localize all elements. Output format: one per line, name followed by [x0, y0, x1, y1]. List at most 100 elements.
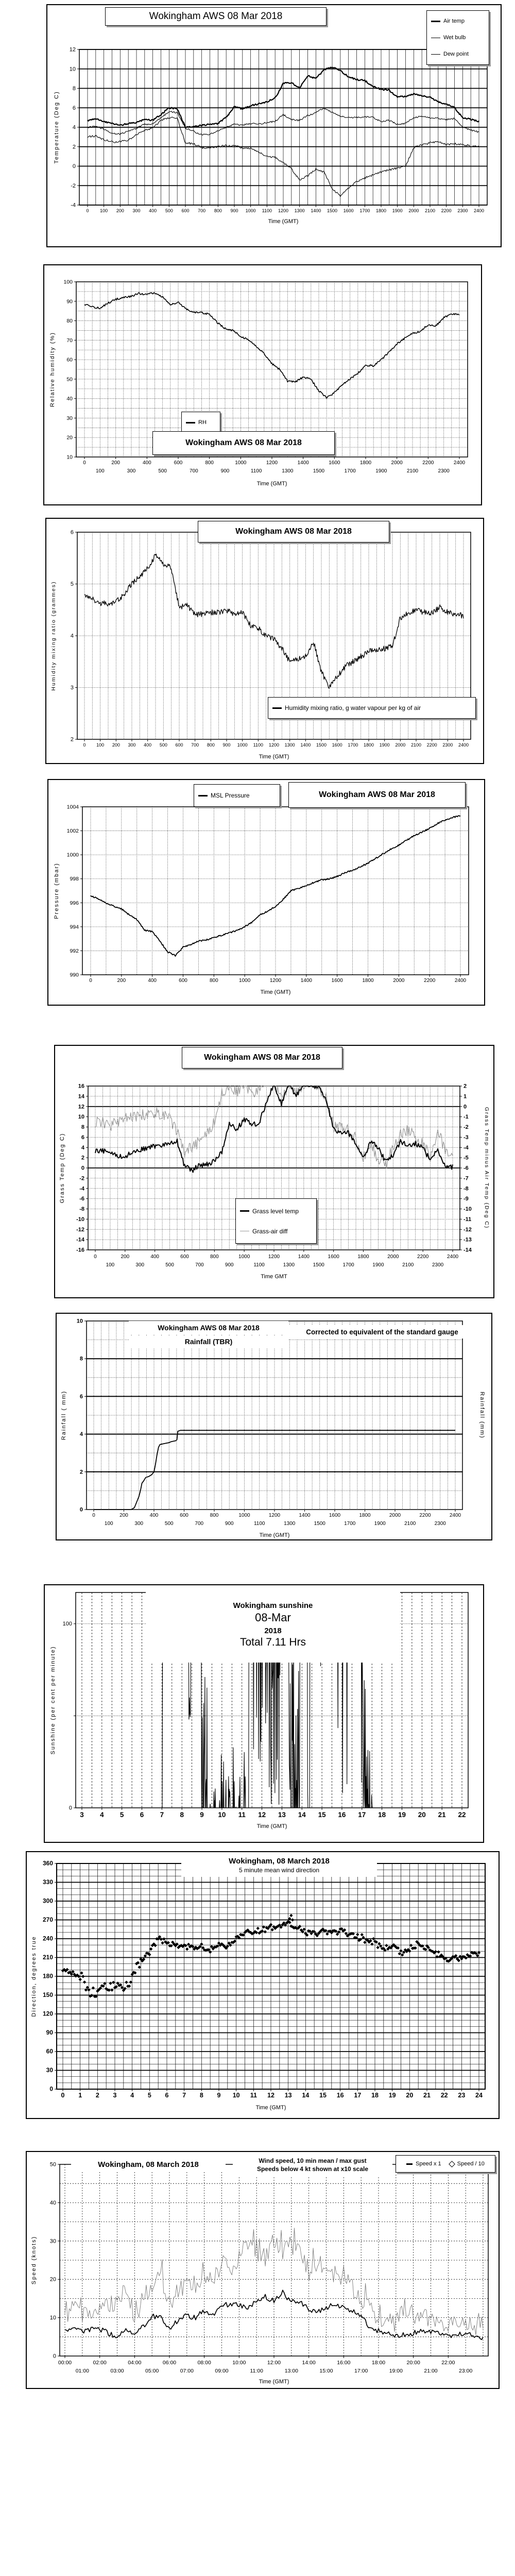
svg-text:0: 0 [61, 2092, 65, 2099]
svg-text:8: 8 [73, 86, 76, 92]
svg-text:01:00: 01:00 [76, 2368, 89, 2374]
svg-text:400: 400 [150, 1254, 159, 1260]
svg-text:06:00: 06:00 [163, 2360, 176, 2366]
svg-text:1200: 1200 [278, 208, 288, 213]
svg-text:1: 1 [464, 1093, 467, 1099]
svg-text:1400: 1400 [298, 460, 310, 466]
svg-text:120: 120 [43, 2010, 53, 2018]
svg-text:300: 300 [134, 1521, 143, 1527]
svg-text:100: 100 [63, 1621, 72, 1627]
x-axis-title: Time (GMT) [259, 1532, 290, 1538]
svg-text:1100: 1100 [251, 468, 262, 474]
svg-text:800: 800 [210, 1254, 219, 1260]
svg-text:400: 400 [150, 1513, 159, 1518]
svg-text:1000: 1000 [235, 460, 247, 466]
legend-label: Speed / 10 [457, 2161, 485, 2167]
svg-text:700: 700 [195, 1262, 204, 1268]
svg-text:12: 12 [70, 47, 76, 53]
grass-temp-chart-canvas: -16-14-12-10-8-6-4-20246810121416-14-13-… [76, 1083, 472, 1268]
svg-text:10:00: 10:00 [232, 2360, 246, 2366]
svg-text:4: 4 [71, 633, 74, 639]
svg-text:22: 22 [441, 2092, 448, 2099]
svg-text:1: 1 [78, 2092, 82, 2099]
svg-text:700: 700 [195, 1521, 203, 1527]
wind-direction-title: Wokingham, 08 March 2018 [229, 1856, 330, 1866]
svg-text:18: 18 [378, 1811, 386, 1819]
svg-text:-12: -12 [464, 1227, 472, 1233]
svg-text:1300: 1300 [283, 1262, 295, 1268]
x-axis-title: Time GMT [261, 1274, 287, 1280]
svg-text:200: 200 [116, 208, 124, 213]
svg-text:200: 200 [117, 978, 126, 984]
svg-text:30: 30 [50, 2238, 56, 2244]
chart-subtitle: Rainfall (TBR) [129, 1335, 288, 1348]
svg-text:-4: -4 [464, 1145, 469, 1151]
y-axis-title: Speed (knots) [31, 2235, 37, 2285]
svg-text:17: 17 [358, 1811, 366, 1819]
svg-text:1800: 1800 [360, 460, 372, 466]
legend-label: Speed x 1 [416, 2161, 441, 2167]
svg-text:1400: 1400 [298, 1254, 310, 1260]
svg-text:2200: 2200 [419, 1513, 431, 1518]
x-axis-title: Time (GMT) [255, 2105, 286, 2111]
svg-text:270: 270 [43, 1916, 53, 1923]
svg-text:200: 200 [119, 1513, 128, 1518]
grass-temp-line-swatch [240, 1210, 249, 1212]
svg-text:20: 20 [418, 1811, 426, 1819]
svg-text:-4: -4 [79, 1185, 85, 1192]
svg-text:12: 12 [78, 1104, 84, 1110]
svg-text:03:00: 03:00 [110, 2368, 124, 2374]
svg-text:-10: -10 [464, 1206, 472, 1212]
legend-item: Dew point [431, 51, 469, 57]
svg-text:10: 10 [78, 1114, 84, 1120]
legend-label: Wet bulb [443, 35, 466, 41]
svg-text:20: 20 [406, 2092, 413, 2099]
y-axis-title: Relative humidity (%) [49, 332, 56, 407]
svg-text:2400: 2400 [474, 208, 484, 213]
gust-diamond-swatch [448, 2160, 455, 2167]
svg-text:-8: -8 [79, 1206, 84, 1212]
chart-humidity-panel: 10 20 30 40 50 60 70 80 90 100 0 200 400 600 800 1000 12… [43, 264, 482, 505]
svg-text:16: 16 [78, 1083, 84, 1090]
svg-text:15: 15 [318, 1811, 327, 1819]
svg-text:05:00: 05:00 [145, 2368, 159, 2374]
svg-text:180: 180 [43, 1973, 53, 1980]
svg-text:1000: 1000 [67, 852, 79, 858]
svg-text:800: 800 [207, 742, 215, 748]
svg-text:1600: 1600 [332, 742, 342, 748]
svg-text:-6: -6 [79, 1196, 84, 1202]
svg-text:1700: 1700 [344, 1521, 356, 1527]
svg-text:1400: 1400 [311, 208, 321, 213]
svg-text:1800: 1800 [357, 1254, 369, 1260]
sunshine-year: 2018 [264, 1626, 282, 1635]
svg-text:90: 90 [46, 2029, 54, 2036]
svg-text:6: 6 [71, 530, 74, 536]
svg-text:4: 4 [130, 2092, 134, 2099]
svg-text:996: 996 [70, 900, 79, 906]
svg-text:700: 700 [198, 208, 205, 213]
legend-item: Speed x 1 [406, 2161, 441, 2167]
svg-text:1800: 1800 [376, 208, 386, 213]
svg-text:800: 800 [214, 208, 222, 213]
svg-text:-4: -4 [71, 202, 76, 209]
svg-text:992: 992 [70, 948, 79, 954]
svg-text:100: 100 [105, 1521, 113, 1527]
legend-item: Wet bulb [431, 35, 466, 41]
svg-text:1800: 1800 [359, 1513, 371, 1518]
legend-label: Dew point [443, 51, 469, 57]
svg-text:400: 400 [148, 978, 157, 984]
svg-text:200: 200 [121, 1254, 129, 1260]
svg-text:3: 3 [71, 685, 74, 691]
svg-text:4: 4 [80, 1431, 83, 1437]
svg-text:1002: 1002 [67, 828, 79, 834]
chart-temperature-panel: -4 -2 0 2 4 6 8 10 12 0 100 200 300 400 500 600 700 800 90… [46, 4, 502, 247]
legend-label: Humidity mixing ratio, g water vapour pe… [285, 704, 421, 711]
svg-text:10: 10 [66, 454, 73, 461]
svg-text:20: 20 [66, 435, 73, 441]
svg-text:1100: 1100 [253, 1262, 265, 1268]
svg-text:800: 800 [205, 460, 214, 466]
y-axis-title-right: Grass Temp minus Air Temp (Deg C) [484, 1107, 490, 1229]
svg-text:0: 0 [53, 2353, 56, 2360]
svg-text:900: 900 [230, 208, 238, 213]
